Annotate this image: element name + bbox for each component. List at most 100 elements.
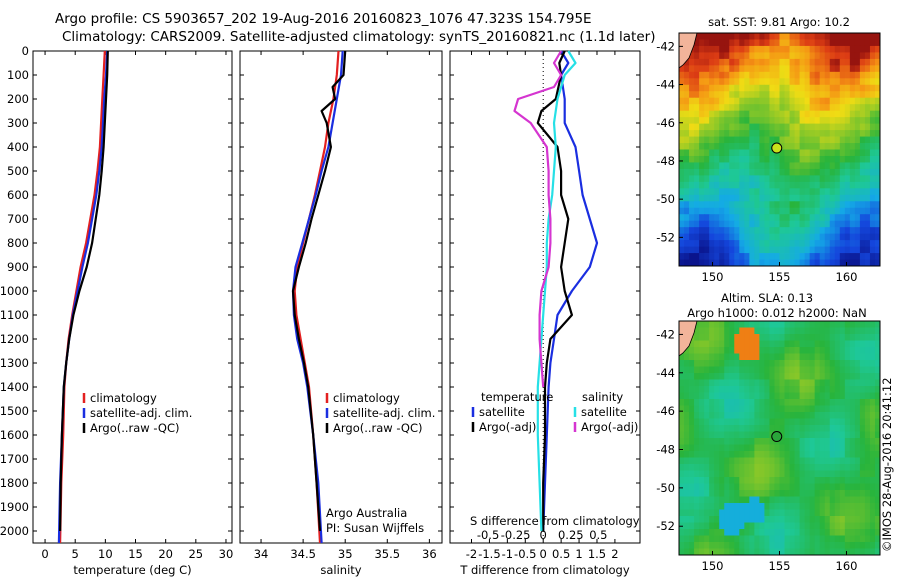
map-cell	[869, 220, 876, 228]
map-cell	[714, 162, 720, 170]
map-cell	[774, 39, 780, 47]
map-cell	[774, 175, 780, 183]
map-cell	[829, 477, 836, 484]
map-cell	[749, 418, 755, 426]
y-tick-label: -46	[656, 404, 675, 418]
map-cell	[819, 130, 826, 137]
map-cell	[849, 425, 856, 432]
map-cell	[709, 45, 715, 53]
map-cell	[744, 33, 750, 40]
map-cell	[789, 392, 795, 400]
map-cell	[684, 149, 690, 157]
map-cell	[854, 149, 861, 157]
map-cell	[729, 220, 735, 228]
map-cell	[734, 104, 740, 112]
legend-title-salinity: salinity	[582, 390, 623, 404]
map-cell	[799, 379, 806, 387]
map-cell	[784, 188, 790, 196]
y-tick-label: 200	[7, 92, 29, 106]
map-cell	[809, 194, 816, 202]
map-cell	[854, 379, 861, 387]
map-cell	[759, 162, 765, 170]
map-cell	[744, 542, 750, 549]
map-cell	[764, 340, 770, 348]
map-cell	[869, 246, 876, 254]
map-cell	[804, 379, 811, 387]
map-cell	[779, 477, 785, 484]
map-cell	[769, 240, 775, 247]
map-cell	[734, 490, 740, 497]
map-cell	[844, 451, 851, 458]
map-cell	[784, 464, 790, 471]
map-cell	[849, 181, 856, 189]
map-cell	[844, 535, 851, 543]
map-cell	[769, 386, 775, 393]
map-cell	[804, 457, 811, 465]
map-cell	[704, 123, 710, 131]
map-cell	[814, 405, 821, 413]
map-cell	[764, 117, 770, 125]
map-cell	[839, 334, 846, 341]
map-cell	[749, 399, 755, 406]
map-cell	[779, 366, 785, 374]
map-cell	[744, 246, 750, 254]
map-cell	[724, 104, 730, 112]
map-cell	[839, 71, 846, 79]
map-cell	[874, 360, 881, 367]
map-cell	[869, 431, 876, 439]
map-cell	[839, 58, 846, 66]
map-cell	[719, 464, 725, 471]
map-cell	[844, 373, 851, 380]
map-cell	[839, 483, 846, 491]
map-cell	[809, 379, 816, 387]
map-cell	[854, 117, 861, 125]
map-cell	[734, 542, 740, 549]
map-cell	[714, 483, 720, 491]
map-cell	[699, 353, 705, 361]
map-cell	[749, 253, 755, 260]
map-cell	[734, 353, 740, 361]
map-cell	[829, 405, 836, 413]
map-cell	[809, 399, 816, 406]
map-cell	[789, 496, 795, 504]
map-cell	[714, 52, 720, 60]
map-cell	[754, 123, 760, 131]
map-cell	[864, 155, 871, 163]
map-cell	[869, 117, 876, 125]
map-cell	[829, 65, 836, 73]
map-cell	[694, 110, 700, 118]
map-cell	[724, 65, 730, 73]
map-cell	[689, 240, 695, 247]
map-cell	[869, 214, 876, 222]
map-cell	[744, 188, 750, 196]
map-cell	[874, 207, 881, 215]
map-cell	[784, 451, 790, 458]
map-cell	[819, 509, 826, 517]
map-cell	[874, 214, 881, 222]
map-cell	[684, 548, 690, 556]
map-cell	[704, 412, 710, 419]
map-cell	[699, 188, 705, 196]
map-cell	[824, 168, 831, 176]
map-cell	[684, 490, 690, 497]
map-cell	[854, 360, 861, 367]
map-cell	[864, 207, 871, 215]
map-cell	[854, 340, 861, 348]
map-cell	[719, 162, 725, 170]
x-tick-label: -2	[466, 547, 477, 561]
map-cell	[844, 123, 851, 131]
map-cell	[849, 353, 856, 361]
map-cell	[859, 162, 866, 170]
map-cell	[689, 373, 695, 380]
map-cell	[799, 477, 806, 484]
map-cell	[804, 201, 811, 209]
map-cell	[744, 227, 750, 235]
map-cell	[679, 542, 685, 549]
map-cell	[849, 71, 856, 79]
map-cell	[789, 529, 795, 536]
map-cell	[819, 321, 826, 328]
map-cell	[834, 117, 841, 125]
map-cell	[864, 246, 871, 254]
map-cell	[819, 97, 826, 105]
map-cell	[814, 503, 821, 510]
